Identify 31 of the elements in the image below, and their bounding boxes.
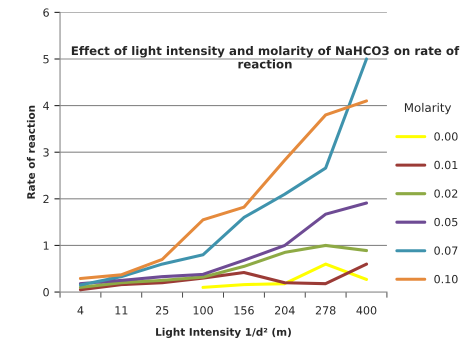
line-series [202, 262, 368, 289]
y-tick-label: 5 [43, 55, 49, 64]
y-tick-label: 1 [44, 242, 49, 250]
line-series [78, 244, 368, 289]
x-tick-label: 100 [194, 306, 213, 315]
x-tick-label: 4 [77, 306, 84, 314]
line-series [78, 201, 368, 286]
legend-label: 0.02 [434, 189, 458, 198]
x-tick-label: 278 [316, 306, 336, 315]
line-series [78, 57, 368, 287]
legend-label: 0.05 [434, 218, 458, 226]
legend-label: 0.01 [434, 160, 458, 170]
x-axis-title: Light Intensity 1/d² (m) [156, 328, 291, 338]
legend-label: 0.10 [434, 274, 458, 284]
line-series [78, 99, 368, 280]
y-tick-label: 6 [43, 8, 49, 17]
x-tick-label: 400 [356, 306, 376, 315]
x-tick-label: 11 [115, 306, 128, 314]
line-series [78, 262, 368, 292]
legend-title: Molarity [404, 102, 452, 114]
x-tick-label: 156 [234, 306, 254, 315]
y-tick-label: 2 [43, 194, 48, 204]
y-tick-label: 0 [43, 288, 49, 296]
y-axis-title: Rate of reaction [26, 106, 35, 199]
legend-label: 0.00 [434, 132, 458, 141]
y-tick-label: 3 [43, 148, 49, 157]
y-tick-label: 4 [43, 102, 49, 110]
legend-label: 0.07 [434, 246, 458, 255]
text: Effect of light intensity and molarity of NaHCO3 on rate of reaction [72, 46, 460, 68]
x-tick-label: 204 [274, 306, 295, 315]
x-tick-label: 25 [156, 306, 168, 315]
